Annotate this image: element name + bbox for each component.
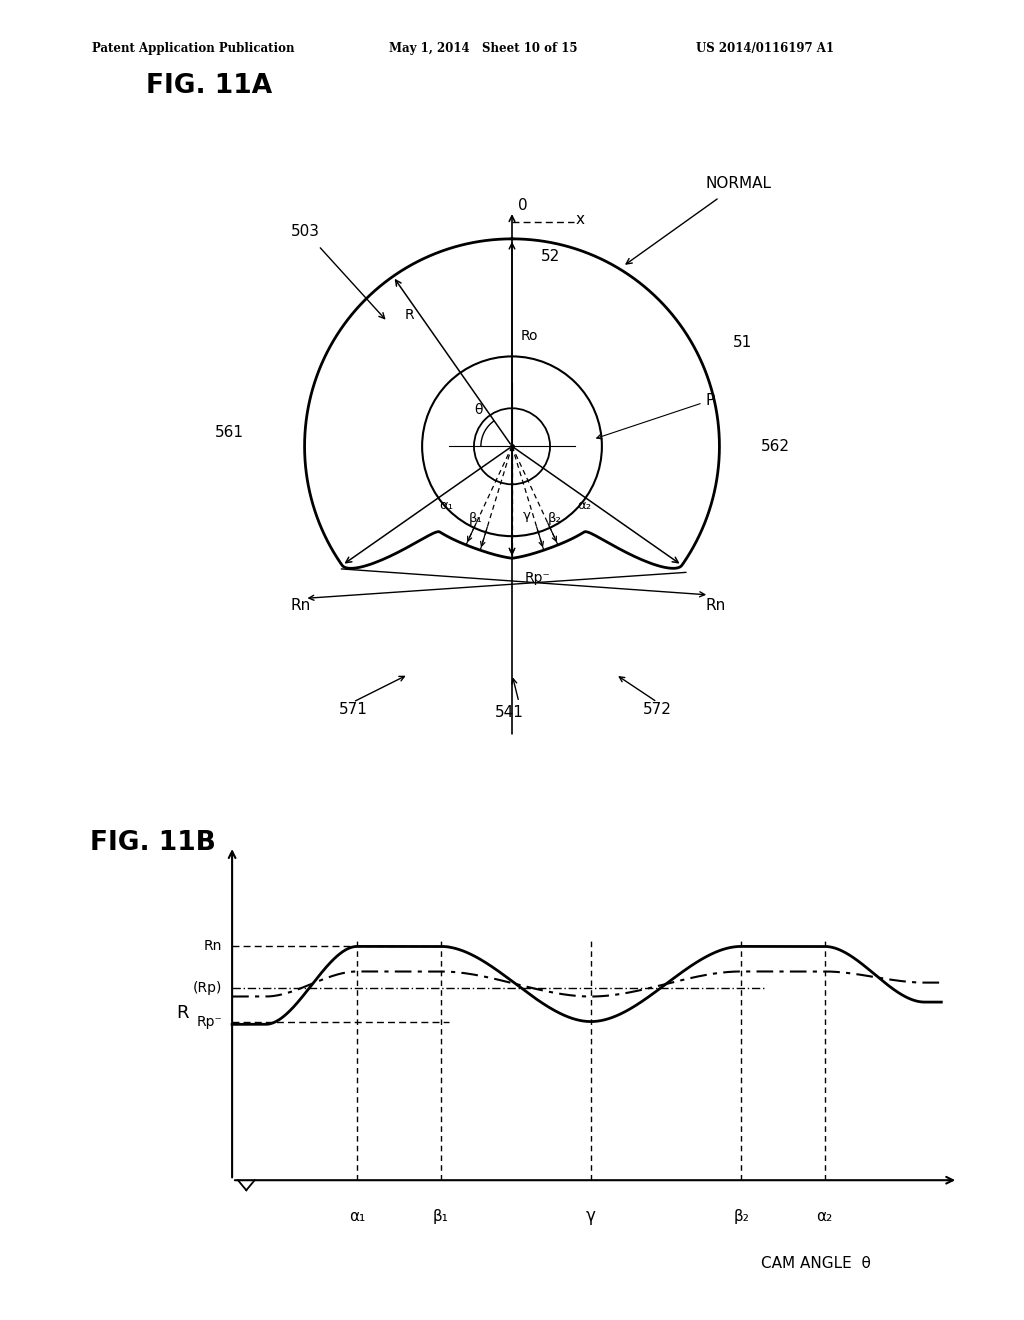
- Text: FIG. 11A: FIG. 11A: [145, 73, 271, 99]
- Text: β₁: β₁: [433, 1209, 449, 1224]
- Text: α₂: α₂: [578, 499, 592, 512]
- Text: α₁: α₁: [439, 499, 454, 512]
- Text: NORMAL: NORMAL: [706, 176, 772, 191]
- Text: P: P: [597, 393, 715, 438]
- Text: May 1, 2014   Sheet 10 of 15: May 1, 2014 Sheet 10 of 15: [389, 42, 578, 55]
- Text: (Rp): (Rp): [193, 981, 222, 995]
- Text: 571: 571: [339, 701, 368, 717]
- Text: 572: 572: [643, 701, 672, 717]
- Text: 562: 562: [761, 438, 790, 454]
- Text: Rp⁻: Rp⁻: [524, 570, 550, 585]
- Text: x: x: [575, 213, 585, 227]
- Text: 503: 503: [291, 224, 319, 239]
- Text: γ: γ: [523, 510, 531, 521]
- Text: α₁: α₁: [349, 1209, 366, 1224]
- Text: 0: 0: [517, 198, 527, 213]
- Text: β₁: β₁: [469, 512, 483, 525]
- Text: θ: θ: [474, 404, 482, 417]
- Text: β₂: β₂: [548, 512, 562, 525]
- Text: Rp⁻: Rp⁻: [197, 1015, 222, 1028]
- Text: Rn: Rn: [706, 598, 726, 612]
- Text: Patent Application Publication: Patent Application Publication: [92, 42, 295, 55]
- Text: CAM ANGLE  θ: CAM ANGLE θ: [761, 1257, 871, 1271]
- Text: 561: 561: [215, 425, 244, 440]
- Text: FIG. 11B: FIG. 11B: [90, 829, 216, 855]
- Text: R: R: [176, 1005, 188, 1022]
- Text: β₂: β₂: [733, 1209, 749, 1224]
- Text: Rn: Rn: [291, 598, 311, 612]
- Text: α₂: α₂: [816, 1209, 833, 1224]
- Text: Rn: Rn: [204, 940, 222, 953]
- Text: Ro: Ro: [520, 329, 538, 343]
- Text: 541: 541: [495, 705, 523, 719]
- Text: 52: 52: [541, 248, 560, 264]
- Text: γ: γ: [586, 1208, 596, 1225]
- Text: R: R: [404, 308, 415, 322]
- Text: 51: 51: [733, 335, 753, 350]
- Text: US 2014/0116197 A1: US 2014/0116197 A1: [696, 42, 835, 55]
